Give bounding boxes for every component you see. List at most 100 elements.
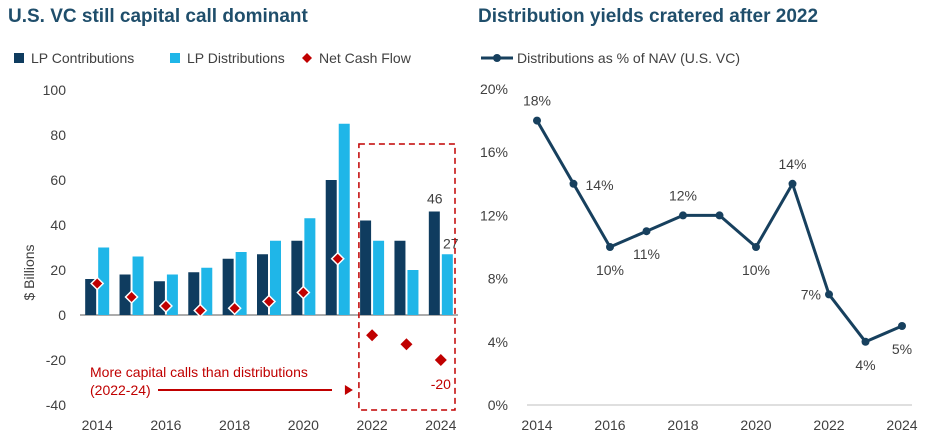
y-tick-label-2: 8% xyxy=(488,271,508,287)
data-label-2015: 14% xyxy=(586,177,614,193)
yield-line xyxy=(535,119,903,344)
x-tick-label-2022: 2022 xyxy=(357,417,388,433)
yield-point-2014 xyxy=(533,116,541,125)
x-tick-label-2018: 2018 xyxy=(667,417,698,433)
net-cash-flow-marker-2015 xyxy=(124,289,139,305)
y-tick-label-6: 80 xyxy=(50,127,66,143)
y-axis-label: $ Billions xyxy=(21,244,37,300)
bar-contribution-2024 xyxy=(428,211,440,315)
data-label-2014: 18% xyxy=(523,93,551,109)
yield-point-2019 xyxy=(715,211,724,220)
net-cash-flow-marker-2018 xyxy=(227,301,242,316)
yield-point-2015 xyxy=(569,179,578,188)
yield-point-2017 xyxy=(642,227,651,236)
bar-distribution-2019 xyxy=(270,240,281,315)
legend-swatch-1 xyxy=(170,53,180,63)
bar-distribution-2023 xyxy=(407,270,419,315)
yield-point-2016 xyxy=(606,243,614,251)
net-cash-flow-marker-2021 xyxy=(330,251,345,266)
x-tick-label-2018: 2018 xyxy=(219,417,250,433)
x-tick-label-2014: 2014 xyxy=(82,417,113,433)
y-tick-label-0: -40 xyxy=(46,397,66,413)
y-tick-label-3: 20 xyxy=(50,262,66,278)
data-label-2020: 10% xyxy=(742,262,770,278)
bar-distribution-2021 xyxy=(338,123,350,315)
net-cash-flow-marker-2023 xyxy=(400,338,413,351)
bar-contribution-2015 xyxy=(119,274,131,315)
x-tick-label-2024: 2024 xyxy=(886,417,917,433)
yield-point-2024 xyxy=(898,322,906,330)
x-tick-label-2024: 2024 xyxy=(425,417,456,433)
yield-point-2023 xyxy=(861,337,870,346)
data-label-2018: 12% xyxy=(669,187,697,203)
bar-distribution-2016 xyxy=(166,274,178,315)
net-cash-flow-marker-2022 xyxy=(366,329,379,342)
x-tick-label-2016: 2016 xyxy=(150,417,181,433)
right-chart-title: Distribution yields cratered after 2022 xyxy=(478,6,819,27)
left-chart-title: U.S. VC still capital call dominant xyxy=(8,6,308,27)
data-label-2022: 7% xyxy=(801,286,821,302)
legend-label-0: LP Contributions xyxy=(31,50,134,66)
x-tick-label-2022: 2022 xyxy=(813,417,844,433)
y-tick-label-2: 0 xyxy=(58,307,66,323)
data-label-net-2024: -20 xyxy=(431,376,451,392)
legend-label-1: LP Distributions xyxy=(187,50,285,66)
data-label-contribution-2024: 46 xyxy=(427,191,443,207)
net-cash-flow-marker-2017 xyxy=(193,303,208,318)
yield-point-2022 xyxy=(825,290,833,299)
net-cash-flow-marker-2024 xyxy=(434,354,447,366)
bar-contribution-2018 xyxy=(222,258,234,315)
net-cash-flow-marker-2019 xyxy=(261,294,277,309)
bar-distribution-2020 xyxy=(304,218,316,315)
y-tick-label-5: 20% xyxy=(480,81,508,97)
y-tick-label-7: 100 xyxy=(43,82,67,98)
bar-distribution-2018 xyxy=(235,252,247,315)
x-tick-label-2016: 2016 xyxy=(594,417,625,433)
data-label-2017: 11% xyxy=(633,246,660,262)
x-tick-label-2020: 2020 xyxy=(288,417,319,433)
legend-label-2: Net Cash Flow xyxy=(319,50,412,66)
y-tick-label-5: 60 xyxy=(50,172,66,188)
yield-point-2021 xyxy=(788,179,797,188)
x-tick-label-2020: 2020 xyxy=(740,417,771,433)
bar-distribution-2017 xyxy=(201,267,213,315)
net-cash-flow-marker-2014 xyxy=(90,276,105,291)
legend-swatch-0 xyxy=(14,53,24,63)
annotation-arrow-head xyxy=(344,385,353,395)
bar-contribution-2021 xyxy=(325,180,337,315)
legend-dot xyxy=(493,54,501,62)
annotation-line-2: (2022-24) xyxy=(90,382,151,398)
capital-flows-chart: LP Contributions LP Distributions Net Cash… xyxy=(14,50,459,433)
y-tick-label-0: 0% xyxy=(488,397,508,413)
data-label-2021: 14% xyxy=(778,156,806,172)
yield-point-2018 xyxy=(679,211,687,220)
bar-contribution-2016 xyxy=(153,281,165,315)
y-tick-label-1: -20 xyxy=(46,352,66,368)
highlight-box xyxy=(358,143,456,411)
data-label-2023: 4% xyxy=(855,357,875,373)
bar-contribution-2022 xyxy=(360,220,372,315)
legend-label: Distributions as % of NAV (U.S. VC) xyxy=(517,50,740,66)
y-tick-label-1: 4% xyxy=(488,334,508,350)
y-tick-label-4: 40 xyxy=(50,217,66,233)
net-cash-flow-marker-2020 xyxy=(296,285,311,300)
bar-distribution-2022 xyxy=(373,240,385,315)
net-cash-flow-marker-2016 xyxy=(158,298,173,314)
bar-distribution-2014 xyxy=(98,247,110,315)
bar-contribution-2019 xyxy=(257,254,268,315)
x-tick-label-2014: 2014 xyxy=(521,417,552,433)
y-tick-label-3: 12% xyxy=(480,207,508,223)
data-label-2024: 5% xyxy=(892,341,912,357)
y-tick-label-4: 16% xyxy=(480,144,508,160)
bar-distribution-2024 xyxy=(441,254,453,315)
bar-contribution-2014 xyxy=(85,279,97,315)
yield-point-2020 xyxy=(752,243,760,251)
bar-contribution-2023 xyxy=(394,240,406,315)
bar-contribution-2017 xyxy=(188,272,200,315)
bar-contribution-2020 xyxy=(291,240,303,315)
data-label-2016: 10% xyxy=(596,262,624,278)
annotation-line-1: More capital calls than distributions xyxy=(90,364,308,380)
bar-distribution-2015 xyxy=(132,256,144,315)
legend-marker-2 xyxy=(302,53,312,63)
